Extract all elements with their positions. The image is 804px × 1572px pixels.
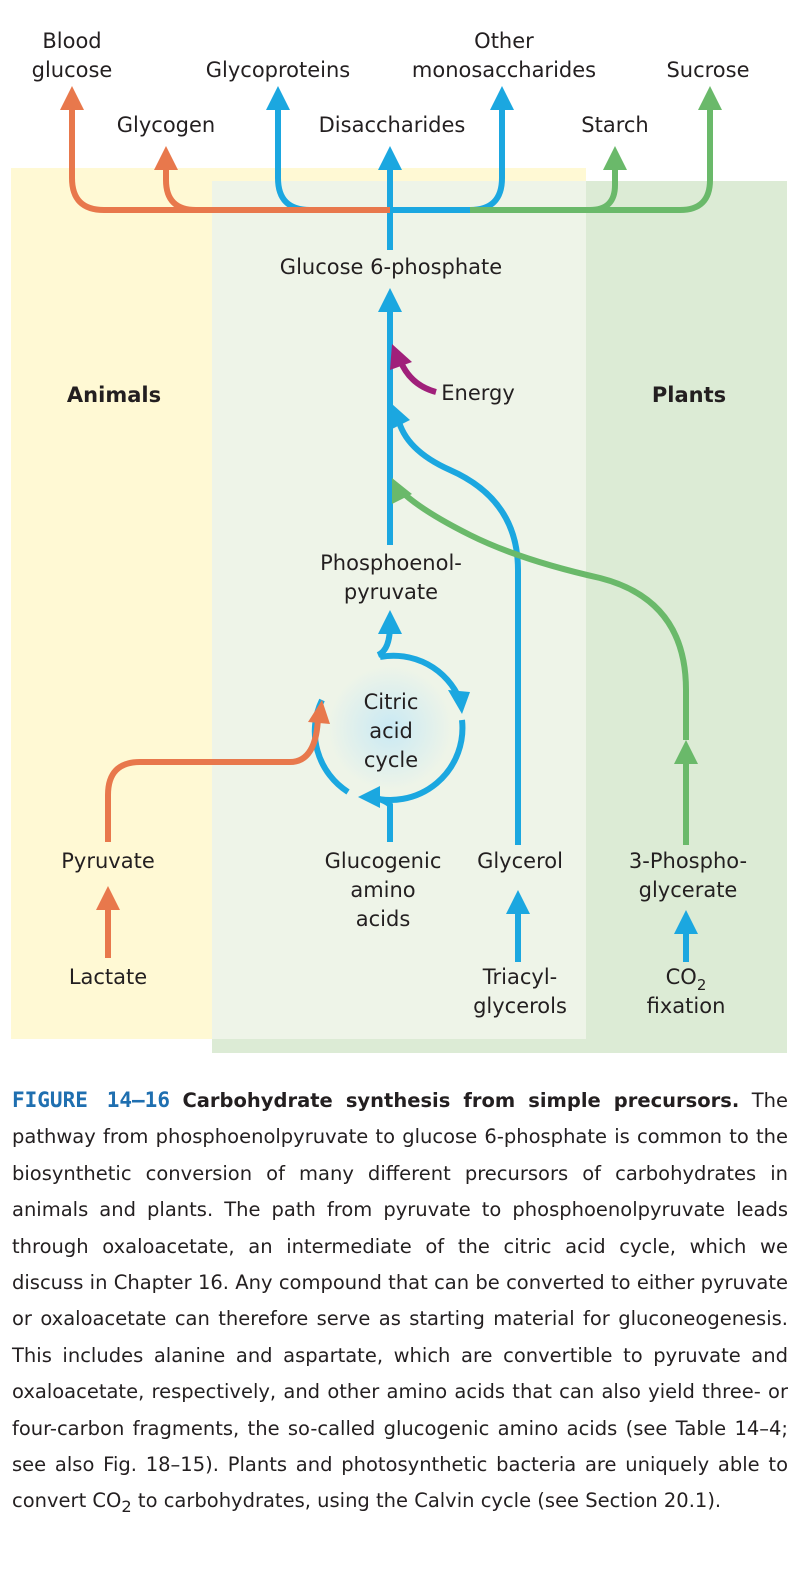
label-phosphoenolpyruvate-line1: Phosphoenol-: [320, 551, 462, 575]
arrowhead-3pg-mid: [674, 740, 698, 764]
gluconeogenesis-diagram: Animals Plants Blood glucose Glycogen Gl…: [11, 29, 787, 1053]
label-glycogen: Glycogen: [117, 113, 216, 137]
arrowhead-glycogen: [154, 146, 178, 170]
label-3-phosphoglycerate-line1: 3-Phospho-: [629, 849, 747, 873]
label-blood-glucose-line2: glucose: [32, 58, 113, 82]
arrowhead-sucrose: [698, 86, 722, 110]
label-disaccharides: Disaccharides: [319, 113, 466, 137]
citric-acid-cycle-ring-right: [379, 652, 463, 702]
green-3pg-path-upper: [397, 487, 689, 740]
figure-title: Carbohydrate synthesis from simple precu…: [182, 1089, 740, 1112]
arrowhead-energy: [390, 344, 412, 370]
label-glycerol: Glycerol: [477, 849, 563, 873]
label-citric-acid-cycle-line2: acid: [369, 719, 413, 743]
arrowhead-3pg-co2: [674, 910, 698, 934]
common-region: [212, 181, 586, 1039]
blue-glycerol-to-trunk: [395, 417, 521, 845]
figure-label: FIGURE 14–16: [12, 1088, 170, 1112]
arrowhead-glycerol-trunk: [390, 404, 410, 430]
label-energy: Energy: [441, 381, 515, 405]
label-pyruvate: Pyruvate: [61, 849, 155, 873]
label-triacylglycerols-line1: Triacyl-: [482, 965, 557, 989]
label-triacylglycerols-line2: glycerols: [473, 994, 567, 1018]
orange-pyruvate-to-cycle: [105, 717, 321, 842]
arrowhead-pyruvate: [96, 886, 120, 910]
arrowhead-cycle-right: [448, 690, 470, 714]
co2-formula: CO: [666, 965, 697, 989]
label-glucogenic-amino-acids-line2: amino: [350, 878, 415, 902]
label-blood-glucose-line1: Blood: [42, 29, 101, 53]
arrowhead-glycerol: [506, 890, 530, 914]
label-other-monosaccharides-line2: monosaccharides: [412, 58, 596, 82]
arrowhead-other-monosaccharides: [490, 86, 514, 110]
arrowhead-cycle-bottom: [358, 786, 380, 808]
arrowhead-cycle-pyruvate: [308, 700, 330, 724]
label-citric-acid-cycle-line1: Citric: [364, 690, 419, 714]
region-label-animals: Animals: [67, 383, 161, 407]
label-starch: Starch: [581, 113, 648, 137]
co2-subscript: 2: [697, 976, 707, 994]
orange-branch-blood-glucose: [69, 100, 390, 213]
label-glucogenic-amino-acids-line1: Glucogenic: [325, 849, 442, 873]
arrowhead-g6p: [378, 288, 402, 312]
figure-caption: FIGURE 14–16 Carbohydrate synthesis from…: [12, 1082, 788, 1526]
label-citric-acid-cycle-line3: cycle: [364, 748, 418, 772]
arrowhead-pep: [378, 610, 402, 634]
label-co2-fixation-line1: CO2: [666, 965, 707, 994]
label-phosphoenolpyruvate-line2: pyruvate: [344, 580, 438, 604]
green-branch-starch: [560, 160, 618, 213]
arrowhead-blood-glucose: [60, 86, 84, 110]
label-glucose-6-phosphate: Glucose 6-phosphate: [280, 255, 502, 279]
label-other-monosaccharides-line1: Other: [474, 29, 534, 53]
arrowhead-disaccharides: [378, 146, 402, 170]
caption-body-end: to carbohydrates, using the Calvin cycle…: [131, 1489, 722, 1513]
orange-branch-glycogen: [163, 160, 250, 213]
label-glycoproteins: Glycoproteins: [206, 58, 351, 82]
region-label-plants: Plants: [652, 383, 726, 407]
citric-acid-cycle-ring-bottom: [369, 719, 466, 803]
label-lactate: Lactate: [69, 965, 147, 989]
green-branch-sucrose: [470, 100, 713, 213]
arrowhead-green-trunk: [392, 478, 412, 504]
arrowhead-starch: [603, 146, 627, 170]
label-co2-fixation-line2: fixation: [647, 994, 726, 1018]
label-sucrose: Sucrose: [666, 58, 749, 82]
caption-co2-subscript: 2: [121, 1497, 132, 1517]
arrowhead-glycoproteins: [266, 86, 290, 110]
caption-body: The pathway from phosphoenolpyruvate to …: [12, 1089, 789, 1513]
label-glucogenic-amino-acids-line3: acids: [356, 907, 411, 931]
citric-acid-cycle-glow: [328, 666, 452, 790]
label-3-phosphoglycerate-line2: glycerate: [639, 878, 738, 902]
